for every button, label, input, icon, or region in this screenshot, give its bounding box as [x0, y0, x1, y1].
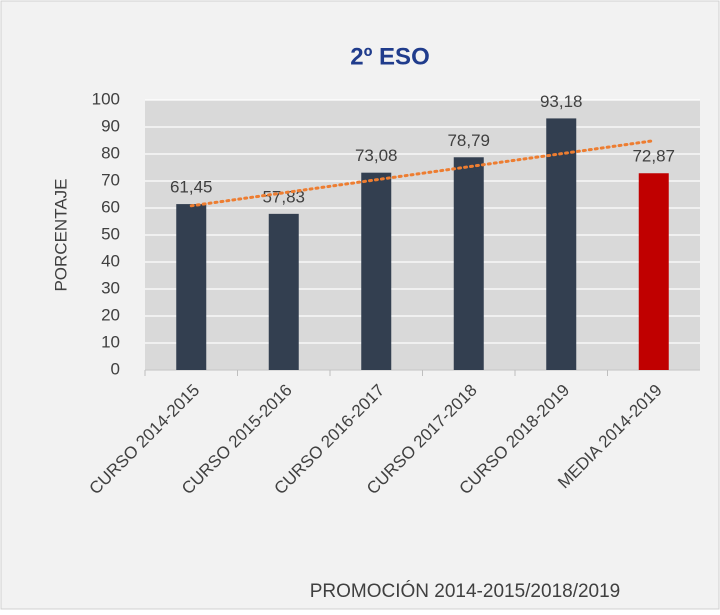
- data-label: 93,18: [540, 92, 583, 111]
- y-tick-label: 100: [92, 89, 120, 108]
- data-label: 72,87: [632, 147, 675, 166]
- y-tick-label: 60: [101, 197, 120, 216]
- y-tick-label: 30: [101, 278, 120, 297]
- bar: [176, 204, 207, 370]
- y-tick-label: 50: [101, 224, 120, 243]
- bar: [638, 173, 669, 370]
- y-tick-label: 0: [111, 359, 120, 378]
- chart-title: 2º ESO: [350, 43, 429, 70]
- y-axis-label: PORCENTAJE: [51, 178, 70, 291]
- y-tick-label: 80: [101, 143, 120, 162]
- bar: [546, 118, 577, 370]
- trendline: [189, 139, 656, 208]
- bar: [268, 213, 299, 370]
- data-label: 61,45: [170, 178, 213, 197]
- data-label: 73,08: [355, 146, 398, 165]
- y-tick-label: 70: [101, 170, 120, 189]
- bar: [453, 157, 484, 370]
- y-tick-label: 10: [101, 332, 120, 351]
- x-axis-label: PROMOCIÓN 2014-2015/2018/2019: [310, 580, 621, 602]
- data-label: 78,79: [447, 131, 490, 150]
- y-tick-label: 90: [101, 116, 120, 135]
- bar: [361, 172, 392, 370]
- y-tick-label: 20: [101, 305, 120, 324]
- y-tick-label: 40: [101, 251, 120, 270]
